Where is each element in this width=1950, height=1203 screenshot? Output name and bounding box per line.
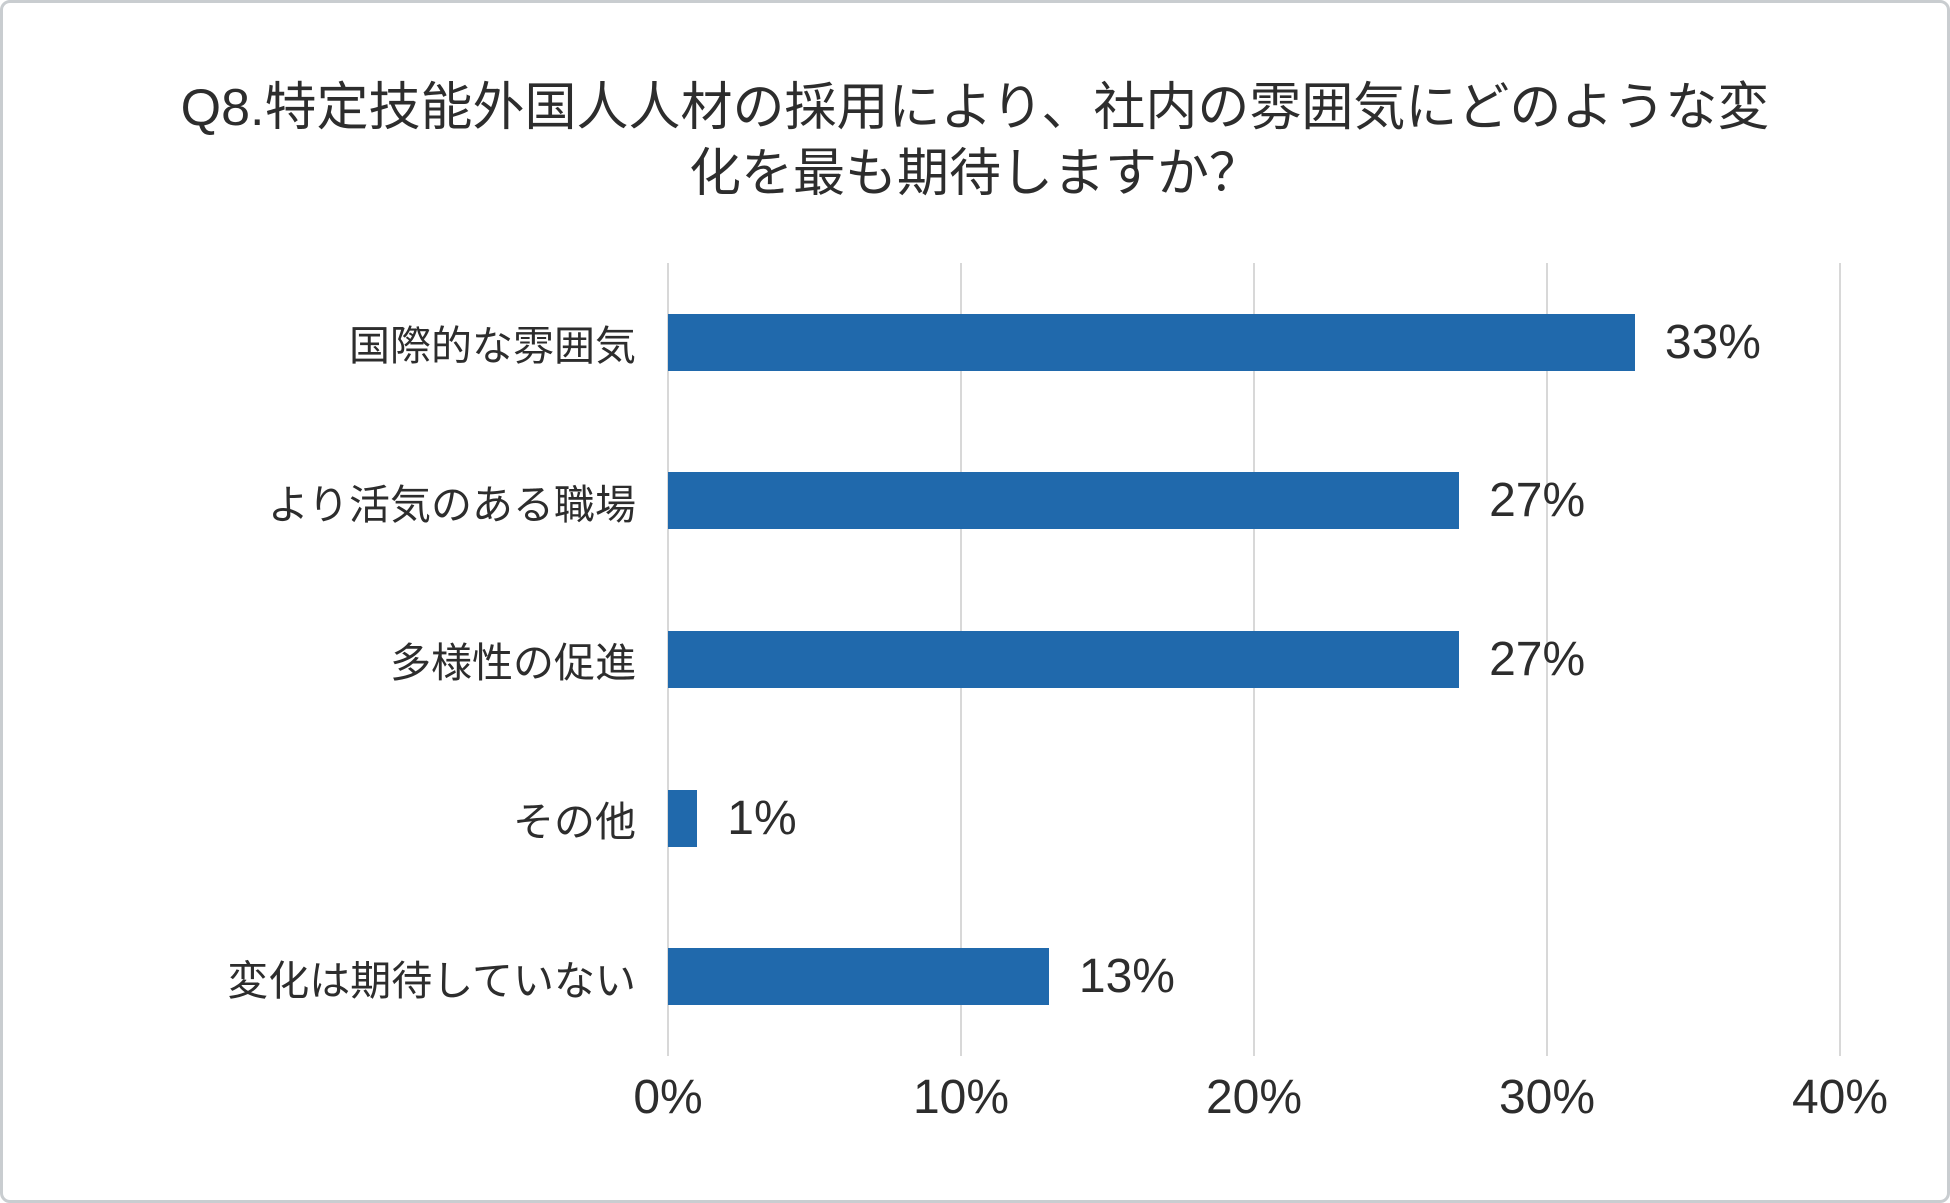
category-label-lively-workplace: より活気のある職場 [267,481,636,528]
bar-row: 27% [668,422,1840,581]
chart-title: Q8.特定技能外国人人材の採用により、社内の雰囲気にどのような変 化を最も期待し… [3,75,1947,207]
x-tick-10: 10% [912,1071,1010,1124]
value-label: 33% [1664,315,1761,369]
category-label-other: その他 [513,799,636,846]
bar-row: 33% [668,263,1840,422]
x-tick-30: 30% [1498,1071,1596,1124]
value-label: 27% [1489,632,1586,686]
gridline-30pct [1546,263,1548,1056]
x-axis: 0% 10% 20% 30% 40% [633,1071,1888,1124]
bar-no-change [668,948,1049,1006]
category-label-international: 国際的な雰囲気 [349,323,636,370]
bar-other [668,789,698,847]
value-label: 27% [1489,474,1586,528]
bar-diversity [668,630,1460,688]
x-tick-40: 40% [1791,1071,1889,1124]
value-label: 13% [1078,950,1175,1004]
category-axis: 国際的な雰囲気 より活気のある職場 多様性の促進 その他 変化は期待していない [3,263,636,1056]
chart-title-line1: Q8.特定技能外国人人材の採用により、社内の雰囲気にどのような変 [180,79,1770,137]
plot-area: 33% 27% 27% 1% 13% [667,263,1841,1056]
x-tick-20: 20% [1205,1071,1303,1124]
bar-international [668,313,1635,371]
x-tick-0: 0% [633,1071,703,1124]
category-label-diversity: 多様性の促進 [390,640,636,687]
gridline-40pct [1839,263,1841,1056]
bar-row: 27% [668,580,1840,739]
value-label: 1% [727,791,797,845]
bar-row: 13% [668,897,1840,1056]
bar-row: 1% [668,739,1840,898]
category-label-no-change: 変化は期待していない [227,957,636,1004]
chart-title-line2: 化を最も期待しますか？ [688,145,1261,203]
bar-lively-workplace [668,472,1460,530]
